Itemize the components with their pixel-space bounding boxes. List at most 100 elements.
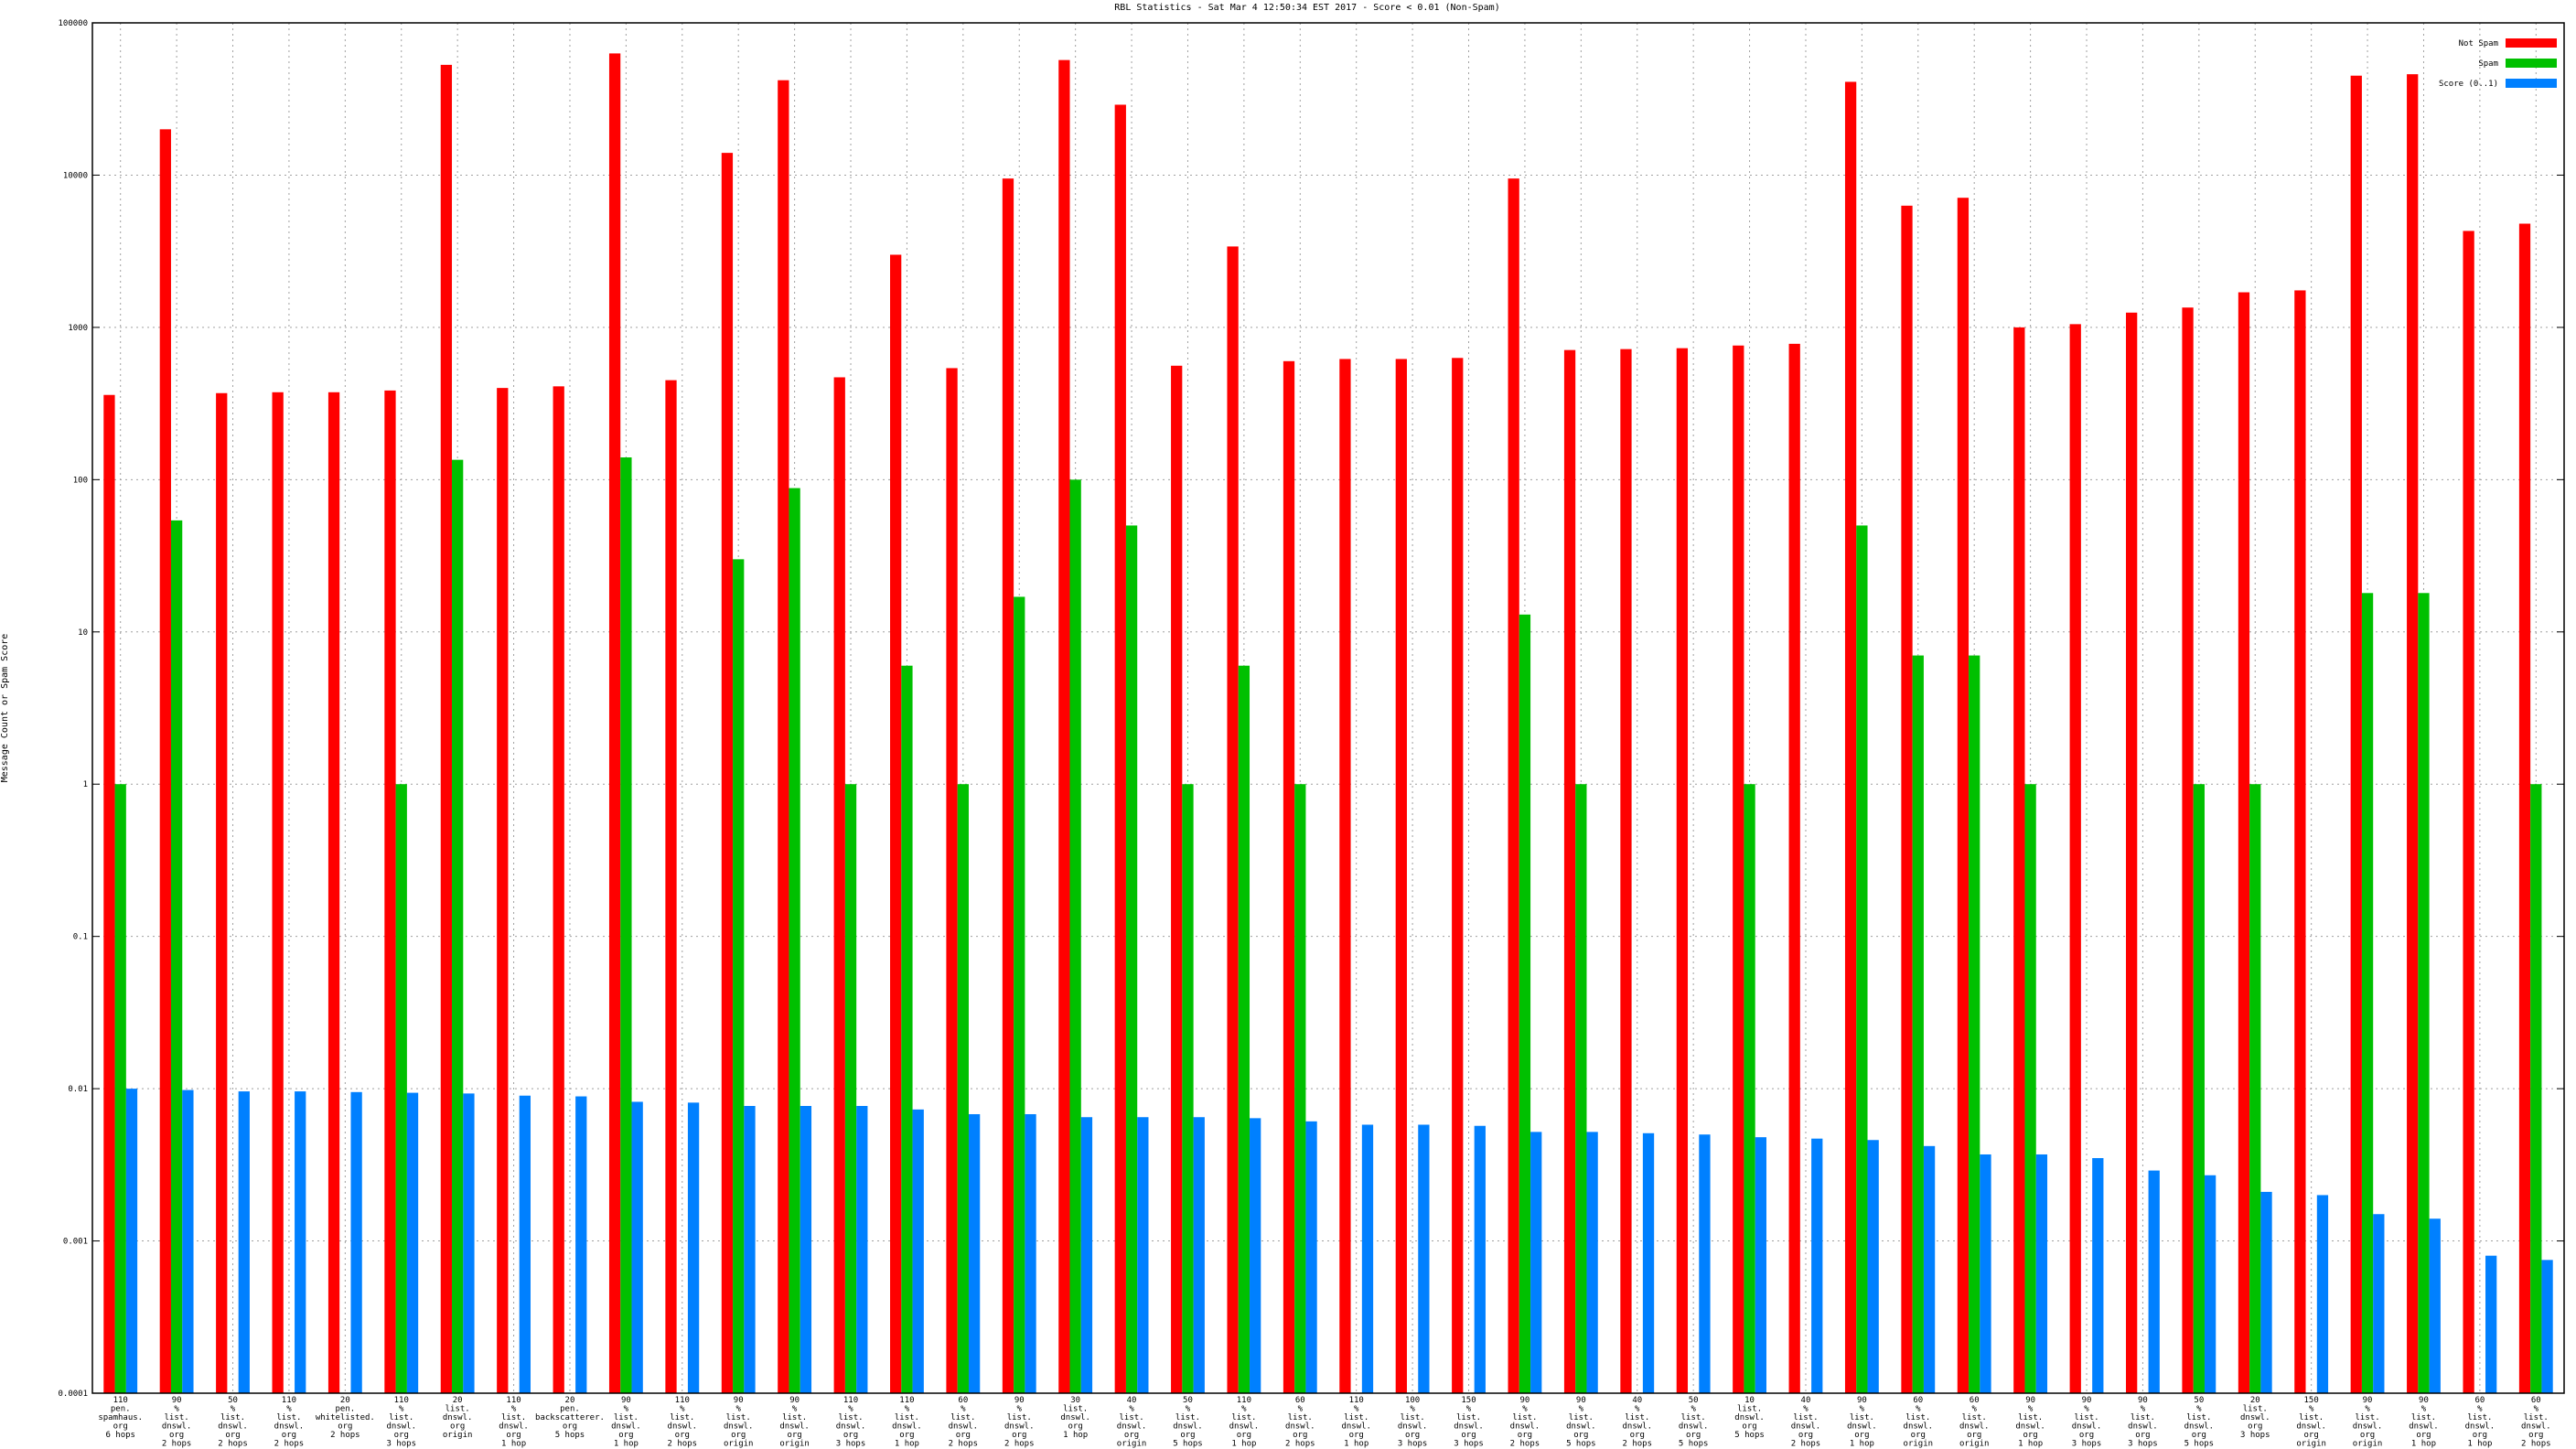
x-tick-label: origin	[1904, 1440, 1934, 1449]
x-tick-label: dnswl.	[892, 1422, 922, 1432]
x-tick-label: org	[1124, 1431, 1139, 1440]
x-tick-label: 1 hop	[2467, 1440, 2492, 1449]
x-tick-label: org	[169, 1431, 184, 1440]
x-tick-label: org	[618, 1431, 633, 1440]
x-tick-label: org	[1068, 1422, 1083, 1432]
legend-swatch	[2506, 59, 2557, 68]
x-tick-label: dnswl.	[2128, 1422, 2158, 1432]
x-tick-label: org	[2360, 1431, 2375, 1440]
x-tick-label: %	[2084, 1405, 2089, 1414]
x-tick-label: org	[338, 1422, 352, 1432]
x-tick-label: dnswl.	[779, 1422, 810, 1432]
x-tick-label: list.	[726, 1413, 751, 1422]
x-tick-label: list.	[2131, 1413, 2155, 1422]
y-tick-label: 0.0001	[58, 1390, 88, 1399]
x-tick-label: list.	[2299, 1413, 2324, 1422]
x-tick-label: %	[286, 1405, 292, 1414]
x-tick-label: 1 hop	[614, 1440, 639, 1449]
x-tick-label: %	[1971, 1405, 1977, 1414]
x-tick-label: 5 hops	[1679, 1440, 1709, 1449]
bar	[2485, 1255, 2497, 1393]
bar	[2530, 784, 2542, 1393]
x-tick-label: %	[1354, 1405, 1359, 1414]
bar	[1069, 479, 1081, 1393]
x-tick-label: %	[1129, 1405, 1134, 1414]
x-tick-label: 1 hop	[895, 1440, 919, 1449]
y-tick-label: 0.01	[68, 1085, 88, 1094]
bar	[1642, 1132, 1655, 1393]
x-tick-label: org	[113, 1422, 128, 1432]
x-tick-label: 60	[1913, 1396, 1923, 1405]
bar	[1305, 1121, 1317, 1393]
x-tick-label: spamhaus.	[98, 1413, 143, 1422]
x-tick-label: pen.	[111, 1405, 131, 1414]
legend-swatch	[2506, 38, 2557, 48]
x-tick-label: org	[1798, 1431, 1813, 1440]
x-tick-label: dnswl.	[499, 1422, 529, 1432]
x-tick-label: org	[1012, 1431, 1026, 1440]
bar	[890, 254, 902, 1393]
bar	[733, 559, 745, 1393]
bar	[452, 459, 464, 1393]
x-tick-label: list.	[1569, 1413, 1594, 1422]
x-tick-label: dnswl.	[1060, 1413, 1090, 1422]
x-tick-label: list.	[1063, 1405, 1088, 1414]
x-tick-label: %	[231, 1405, 236, 1414]
x-tick-label: %	[1690, 1405, 1696, 1414]
x-tick-label: dnswl.	[2072, 1422, 2102, 1432]
x-tick-label: org	[2304, 1431, 2319, 1440]
x-tick-label: 3 hops	[1398, 1440, 1428, 1449]
x-tick-label: org	[1854, 1431, 1869, 1440]
bar	[1912, 655, 1924, 1393]
bar	[272, 392, 284, 1393]
x-tick-label: 90	[2363, 1396, 2373, 1405]
x-tick-label: 2 hops	[668, 1440, 698, 1449]
x-tick-label: 5 hops	[1734, 1431, 1765, 1440]
bar	[1193, 1117, 1205, 1393]
x-tick-label: org	[1180, 1431, 1195, 1440]
x-tick-label: dnswl.	[668, 1422, 698, 1432]
x-tick-label: 3 hops	[1454, 1440, 1484, 1449]
bar	[1238, 665, 1250, 1393]
bar	[170, 520, 183, 1393]
x-tick-label: %	[2196, 1405, 2202, 1414]
x-tick-label: dnswl.	[2521, 1422, 2551, 1432]
x-tick-label: list.	[1456, 1413, 1481, 1422]
bar	[2429, 1218, 2441, 1393]
bar	[2541, 1260, 2553, 1393]
x-tick-label: list.	[1344, 1413, 1368, 1422]
x-tick-label: 2 hops	[274, 1440, 305, 1449]
bar	[2193, 784, 2205, 1393]
x-tick-label: dnswl.	[1285, 1422, 1315, 1432]
x-tick-label: 60	[958, 1396, 968, 1405]
bar	[2350, 75, 2362, 1394]
x-tick-label: org	[899, 1431, 914, 1440]
x-tick-label: 2 hops	[949, 1440, 979, 1449]
x-tick-label: dnswl.	[218, 1422, 248, 1432]
bar	[1901, 205, 1913, 1393]
bar	[1969, 655, 1980, 1393]
x-tick-label: origin	[724, 1440, 754, 1449]
x-tick-label: %	[1017, 1405, 1023, 1414]
x-tick-label: %	[961, 1405, 966, 1414]
x-tick-label: dnswl.	[1398, 1422, 1428, 1432]
y-axis-label: Message Count or Spam Score	[0, 634, 10, 783]
plot-frame	[91, 22, 2565, 1394]
x-tick-label: dnswl.	[2240, 1413, 2270, 1422]
x-tick-label: dnswl.	[1341, 1422, 1371, 1432]
bar	[1811, 1138, 1823, 1393]
x-tick-label: list.	[1850, 1413, 1874, 1422]
x-tick-label: dnswl.	[1959, 1422, 1990, 1432]
x-tick-label: org	[2135, 1431, 2150, 1440]
x-tick-label: org	[282, 1431, 296, 1440]
x-tick-label: %	[1186, 1405, 1191, 1414]
x-tick-label: org	[2473, 1431, 2487, 1440]
x-tick-label: %	[1466, 1405, 1472, 1414]
x-tick-label: list.	[1401, 1413, 1425, 1422]
x-tick-label: dnswl.	[2465, 1422, 2496, 1432]
bar	[620, 457, 632, 1394]
bar	[1508, 178, 1519, 1393]
x-tick-label: origin	[2296, 1440, 2326, 1449]
x-tick-label: dnswl.	[2353, 1422, 2383, 1432]
